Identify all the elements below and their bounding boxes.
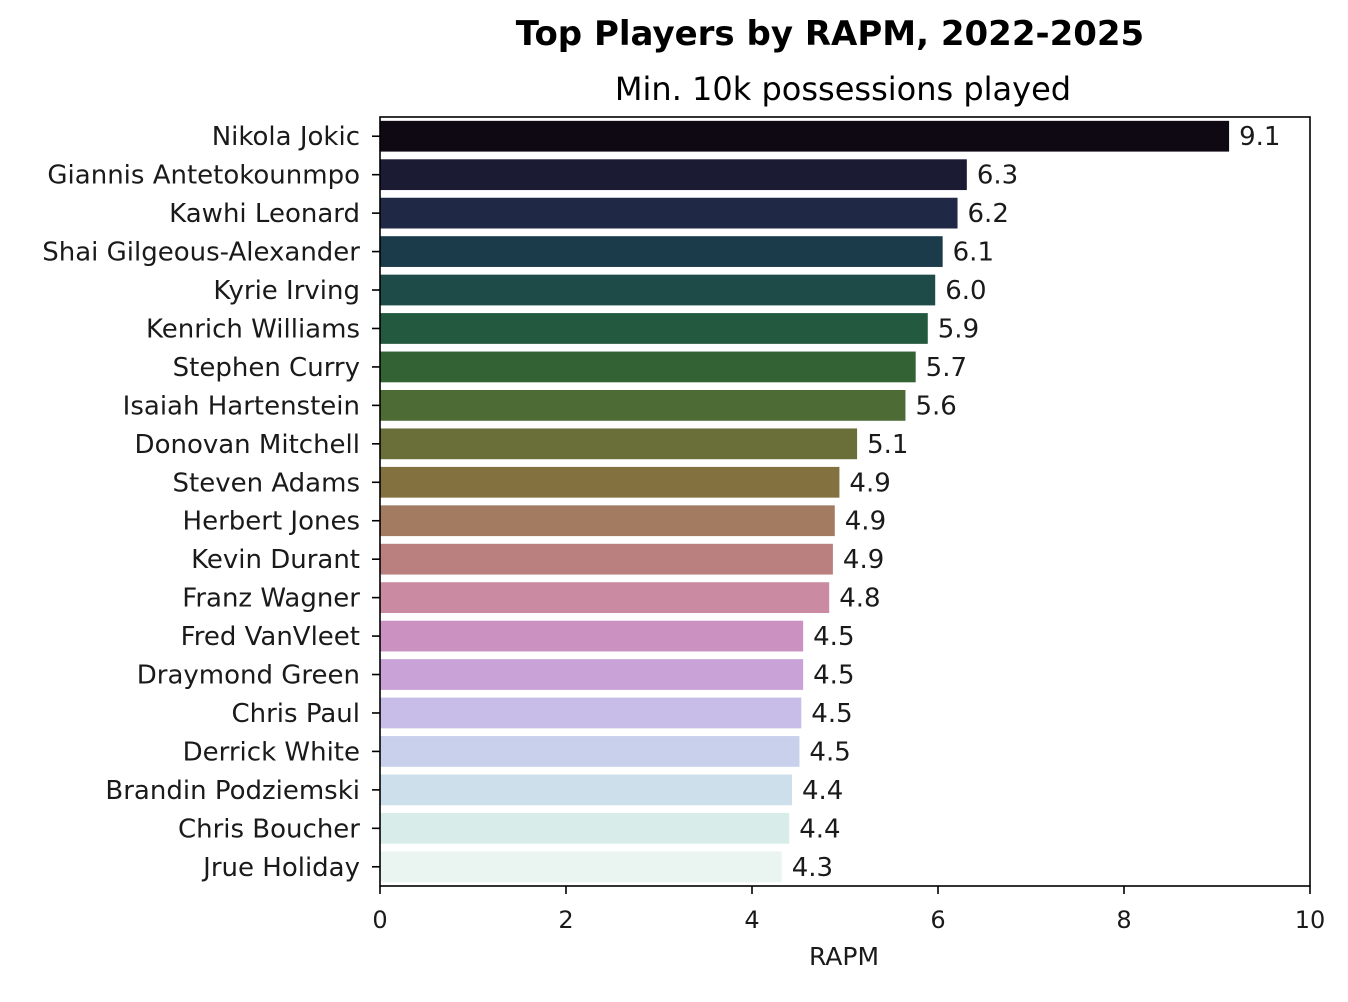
data-label: 4.9: [845, 507, 886, 537]
plot-frame: [379, 116, 1311, 887]
data-label: 4.9: [849, 468, 890, 498]
value-labels-group: 9.1 6.3 6.2 6.1 6.0 5.9 5.7 5.65.1 4.9 4.9 4.9 4.8 4…: [792, 122, 1281, 883]
y-tick-label: Kyrie Irving: [213, 276, 360, 306]
data-label: 4.5: [813, 622, 854, 652]
data-label: 6.1: [953, 238, 994, 268]
data-label: 4.8: [839, 584, 880, 614]
bar: [380, 659, 804, 690]
y-tick-label: Draymond Green: [137, 661, 360, 691]
y-tick-label: Chris Paul: [231, 699, 360, 729]
data-label: 4.4: [799, 814, 840, 844]
x-tick-label: 4: [744, 906, 759, 934]
y-tick-label: Franz Wagner: [182, 584, 360, 614]
bar: [380, 159, 967, 191]
y-tick-label: Kenrich Williams: [146, 314, 360, 344]
data-label: 4.5: [809, 737, 850, 767]
data-label: 5.9: [938, 314, 979, 344]
chart-subtitle: Min. 10k possessions played: [615, 70, 1071, 108]
x-tick-label: 6: [930, 906, 945, 934]
bar: [380, 120, 1230, 152]
data-label: 4.9: [843, 545, 884, 575]
data-label: 4.4: [802, 776, 843, 806]
bar: [380, 351, 916, 383]
y-tick-label: Kevin Durant: [191, 545, 360, 575]
y-tick-label: Kawhi Leonard: [169, 199, 360, 229]
y-tick-label: Donovan Mitchell: [135, 430, 360, 460]
x-tick-label: 2: [558, 906, 573, 934]
data-label: 6.3: [977, 161, 1018, 191]
category-axis: Nikola Jokic Giannis Antetokounmpo Kawhi L…: [42, 122, 380, 883]
bar: [380, 313, 928, 344]
y-tick-label: Derrick White: [183, 737, 360, 767]
bar: [380, 236, 943, 267]
bar: [380, 851, 782, 883]
bars-group: [380, 120, 1230, 883]
bar: [380, 197, 958, 229]
data-label: 6.2: [968, 199, 1009, 229]
x-axis-label: RAPM: [809, 942, 879, 971]
bar: [380, 582, 830, 614]
data-label: 4.3: [792, 853, 833, 883]
data-label: 4.5: [811, 699, 852, 729]
y-tick-label: Isaiah Hartenstein: [123, 391, 360, 421]
y-tick-label: Shai Gilgeous-Alexander: [42, 238, 360, 268]
data-label: 4.5: [813, 661, 854, 691]
bar: [380, 543, 833, 575]
x-axis: 0 2 4 6 8 10: [372, 886, 1325, 934]
bar: [380, 736, 800, 767]
data-label: 5.6: [915, 391, 956, 421]
y-tick-label: Nikola Jokic: [212, 122, 360, 152]
data-label: 5.1: [867, 430, 908, 460]
y-tick-label: Fred VanVleet: [181, 622, 360, 652]
y-tick-label: Stephen Curry: [173, 353, 360, 383]
y-tick-label: Chris Boucher: [178, 814, 360, 844]
bar: [380, 389, 906, 421]
bar: [380, 274, 936, 306]
bar: [380, 505, 835, 537]
y-tick-label: Jrue Holiday: [201, 853, 360, 883]
bar: [380, 620, 804, 652]
y-tick-label: Herbert Jones: [183, 507, 360, 537]
y-tick-label: Steven Adams: [173, 468, 360, 498]
bar: [380, 466, 840, 498]
y-tick-label: Brandin Podziemski: [105, 776, 360, 806]
data-label: 9.1: [1239, 122, 1280, 152]
data-label: 6.0: [945, 276, 986, 306]
bar: [380, 812, 790, 844]
bar: [380, 774, 792, 806]
bar: [380, 697, 802, 729]
y-tick-label: Giannis Antetokounmpo: [47, 161, 360, 191]
x-tick-label: 10: [1295, 906, 1326, 934]
bar: [380, 428, 858, 460]
x-tick-label: 0: [372, 906, 387, 934]
data-label: 5.7: [926, 353, 967, 383]
x-tick-label: 8: [1116, 906, 1131, 934]
chart-title: Top Players by RAPM, 2022-2025: [516, 14, 1144, 54]
